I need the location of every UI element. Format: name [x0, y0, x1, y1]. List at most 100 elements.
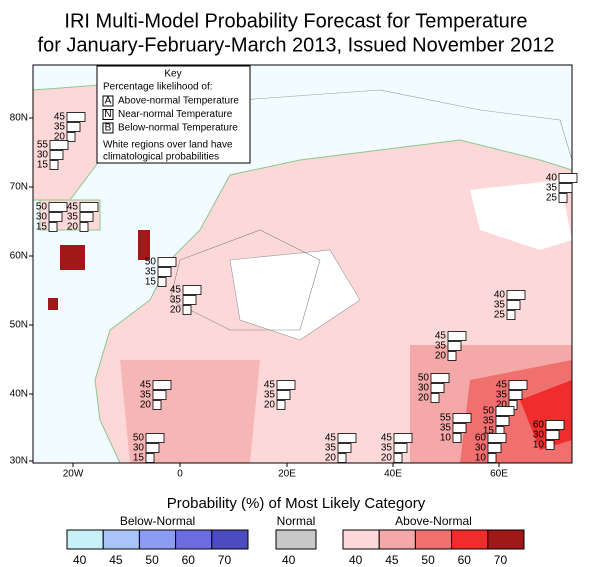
key: Key Percentage likelihood of: White regi… — [96, 65, 251, 164]
forecast-value: 35 — [140, 390, 152, 401]
lon-label: 20E — [278, 469, 296, 480]
forecast-value: 45 — [54, 112, 66, 123]
forecast-value: 30 — [475, 443, 487, 454]
forecast-box — [430, 373, 450, 383]
forecast-box — [48, 212, 63, 222]
forecast-box — [452, 423, 467, 433]
legend-tick-label: 40 — [73, 553, 87, 567]
forecast-value: 35 — [325, 443, 337, 454]
key-box — [102, 109, 114, 120]
forecast-value: 10 — [533, 440, 545, 451]
lat-label: 40N — [10, 389, 28, 400]
forecast-value: 50 — [145, 257, 157, 268]
key-title: Key — [164, 69, 181, 80]
legend-tick-label: 40 — [349, 553, 363, 567]
forecast-value: 20 — [496, 400, 508, 411]
legend-tick-label: 70 — [218, 553, 232, 567]
forecast-box — [558, 193, 568, 203]
forecast-stacks: 4535205530155030154535205035154535204035… — [36, 112, 578, 464]
legend-group-label: Above-Normal — [395, 514, 472, 528]
forecast-box — [558, 183, 573, 193]
forecast-box — [508, 390, 523, 400]
legend-tick-label: 45 — [385, 553, 399, 567]
forecast-value: 45 — [435, 331, 447, 342]
forecast-box — [276, 400, 286, 410]
forecast-box — [49, 150, 64, 160]
forecast-value: 50 — [36, 202, 48, 213]
forecast-box — [506, 300, 521, 310]
forecast-value: 30 — [37, 150, 49, 161]
legend-swatch — [138, 529, 177, 550]
forecast-value: 50 — [483, 406, 495, 417]
forecast-box — [337, 433, 357, 443]
forecast-box — [545, 440, 555, 450]
forecast-box — [447, 331, 467, 341]
forecast-value: 10 — [475, 453, 487, 464]
forecast-box — [276, 390, 291, 400]
forecast-value: 35 — [483, 416, 495, 427]
legend-swatch — [175, 529, 213, 550]
forecast-box — [79, 212, 94, 222]
key-note: climatological probabilities — [103, 152, 219, 163]
forecast-value: 20 — [381, 453, 393, 464]
lat-label: 50N — [10, 320, 28, 331]
lat-label: 80N — [10, 113, 28, 124]
lon-label: 0 — [177, 469, 183, 480]
forecast-value: 30 — [36, 212, 48, 223]
forecast-box — [66, 112, 86, 122]
forecast-box — [48, 202, 68, 212]
forecast-value: 20 — [325, 453, 337, 464]
forecast-value: 15 — [483, 426, 495, 437]
legend-tick-label: 50 — [421, 553, 435, 567]
legend-tick-label: 50 — [145, 553, 159, 567]
forecast-box — [430, 383, 445, 393]
forecast-box — [66, 132, 76, 142]
axes: 80N 70N 60N 50N 40N 30N 20W 0 20E 40E 60E — [10, 113, 509, 480]
forecast-value: 15 — [36, 222, 48, 233]
legend-tick-label: 60 — [458, 553, 472, 567]
forecast-value: 20 — [140, 400, 152, 411]
lon-label: 20W — [63, 469, 84, 480]
forecast-box — [487, 453, 497, 463]
forecast-box — [145, 443, 160, 453]
title-line: IRI Multi-Model Probability Forecast for… — [64, 10, 527, 32]
forecast-box — [487, 433, 507, 443]
key-box — [102, 122, 114, 134]
key-letter: N — [104, 109, 111, 120]
forecast-box — [447, 351, 457, 361]
forecast-value: 35 — [145, 267, 157, 278]
forecast-value: 30 — [533, 430, 545, 441]
forecast-box — [182, 285, 202, 295]
key-letter: B — [105, 123, 112, 134]
forecast-value: 35 — [494, 300, 506, 311]
forecast-box — [145, 453, 155, 463]
forecast-value: 25 — [546, 193, 558, 204]
legend-title: Probability (%) of Most Likely Category — [167, 495, 426, 512]
forecast-box — [49, 160, 59, 170]
forecast-value: 50 — [133, 433, 145, 444]
forecast-value: 35 — [496, 390, 508, 401]
forecast-value: 20 — [67, 222, 79, 233]
forecast-box — [495, 416, 510, 426]
forecast-box — [48, 222, 58, 232]
legend-swatch — [378, 529, 416, 550]
key-label: Near-normal Temperature — [118, 109, 233, 120]
key-letter: A — [105, 96, 112, 107]
forecast-value: 35 — [170, 295, 182, 306]
forecast-value: 45 — [264, 380, 276, 391]
forecast-box — [447, 341, 462, 351]
forecast-box — [506, 290, 526, 300]
forecast-value: 30 — [133, 443, 145, 454]
forecast-box — [337, 443, 352, 453]
forecast-box — [152, 380, 172, 390]
forecast-box — [508, 380, 528, 390]
forecast-box — [79, 202, 99, 212]
forecast-box — [393, 433, 413, 443]
forecast-box — [545, 430, 560, 440]
forecast-value: 35 — [54, 122, 66, 133]
legend-swatch — [342, 529, 380, 550]
forecast-value: 20 — [170, 305, 182, 316]
forecast-box — [152, 390, 167, 400]
forecast-value: 35 — [546, 183, 558, 194]
legend-swatch — [414, 529, 453, 550]
